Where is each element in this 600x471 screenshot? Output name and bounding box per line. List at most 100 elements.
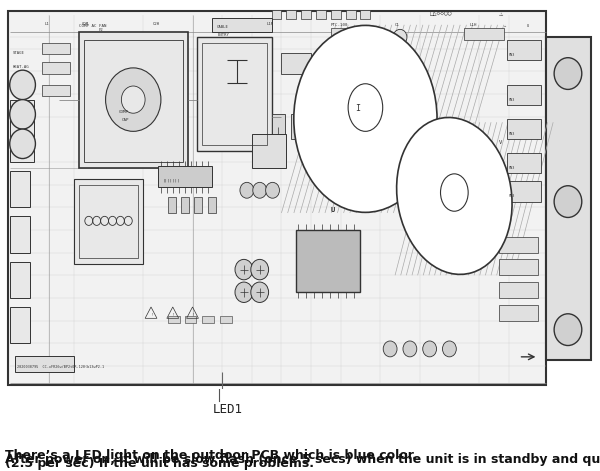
Circle shape bbox=[266, 182, 280, 198]
Bar bbox=[185, 316, 196, 323]
Text: COM: COM bbox=[82, 22, 89, 26]
Bar bbox=[212, 18, 272, 32]
Bar bbox=[43, 43, 70, 54]
Text: I: I bbox=[356, 104, 361, 113]
Bar bbox=[168, 197, 176, 213]
Bar bbox=[507, 85, 541, 106]
Bar bbox=[507, 119, 541, 139]
Circle shape bbox=[10, 100, 35, 129]
Bar bbox=[281, 53, 311, 73]
Circle shape bbox=[423, 341, 437, 357]
Text: F2: F2 bbox=[98, 28, 103, 32]
Bar bbox=[10, 307, 29, 343]
Bar bbox=[507, 153, 541, 173]
Text: COMP: COMP bbox=[118, 110, 128, 114]
Bar bbox=[168, 316, 179, 323]
Circle shape bbox=[393, 29, 407, 45]
Bar bbox=[316, 10, 326, 19]
Bar bbox=[464, 28, 504, 40]
Bar bbox=[546, 37, 590, 360]
Bar bbox=[296, 230, 361, 292]
Text: VN3: VN3 bbox=[509, 194, 515, 198]
Circle shape bbox=[251, 282, 269, 302]
Bar bbox=[158, 166, 212, 187]
Circle shape bbox=[121, 86, 145, 113]
Bar bbox=[79, 32, 188, 168]
Text: U: U bbox=[526, 24, 529, 28]
Circle shape bbox=[403, 341, 417, 357]
Text: CAP: CAP bbox=[121, 118, 129, 122]
Bar bbox=[10, 171, 29, 207]
Ellipse shape bbox=[440, 174, 468, 211]
Text: L1H: L1H bbox=[469, 23, 476, 27]
Bar bbox=[202, 43, 266, 145]
Bar bbox=[208, 197, 216, 213]
Bar bbox=[14, 356, 74, 372]
Circle shape bbox=[240, 182, 254, 198]
Text: V: V bbox=[499, 140, 502, 145]
Ellipse shape bbox=[397, 117, 512, 275]
Bar bbox=[10, 216, 29, 252]
Bar bbox=[331, 28, 380, 37]
Bar bbox=[292, 114, 305, 139]
Bar bbox=[499, 305, 538, 321]
Bar bbox=[272, 10, 281, 19]
Bar bbox=[286, 10, 296, 19]
Circle shape bbox=[442, 341, 457, 357]
Bar bbox=[507, 40, 541, 60]
Circle shape bbox=[10, 70, 35, 100]
Circle shape bbox=[253, 182, 266, 198]
Bar bbox=[361, 10, 370, 19]
Text: VN3: VN3 bbox=[509, 98, 515, 102]
Circle shape bbox=[235, 260, 253, 280]
Circle shape bbox=[554, 314, 582, 346]
Circle shape bbox=[383, 341, 397, 357]
Bar bbox=[507, 181, 541, 202]
Text: VN3: VN3 bbox=[509, 132, 515, 136]
Text: U: U bbox=[331, 207, 335, 213]
Text: !: ! bbox=[191, 313, 194, 317]
Bar bbox=[346, 10, 356, 19]
Text: L1: L1 bbox=[44, 22, 49, 26]
Bar bbox=[311, 114, 325, 139]
Bar bbox=[79, 185, 138, 258]
Circle shape bbox=[106, 68, 161, 131]
Bar bbox=[84, 40, 182, 162]
Ellipse shape bbox=[348, 84, 383, 131]
Text: ENTRY: ENTRY bbox=[217, 33, 229, 37]
Text: PTC-100: PTC-100 bbox=[331, 23, 349, 27]
Text: STAGE: STAGE bbox=[13, 51, 25, 56]
Circle shape bbox=[10, 129, 35, 159]
Circle shape bbox=[235, 282, 253, 302]
Text: C2H: C2H bbox=[153, 22, 160, 26]
Text: After power on, it will be slow flash (once 5 secs) when the unit is in standby : After power on, it will be slow flash (o… bbox=[5, 453, 600, 466]
Text: L1P: L1P bbox=[266, 22, 274, 26]
Bar bbox=[10, 100, 34, 162]
Text: HEAT-AG: HEAT-AG bbox=[13, 65, 29, 69]
Text: |||||||: ||||||| bbox=[163, 179, 181, 182]
Circle shape bbox=[251, 260, 269, 280]
Text: VN3: VN3 bbox=[509, 166, 515, 170]
Text: COMP AC FAN: COMP AC FAN bbox=[79, 24, 106, 28]
Bar bbox=[202, 316, 214, 323]
Bar bbox=[181, 197, 188, 213]
Bar bbox=[331, 10, 341, 19]
Bar bbox=[197, 37, 272, 151]
Bar bbox=[499, 237, 538, 252]
Bar bbox=[43, 85, 70, 96]
Bar bbox=[499, 282, 538, 298]
Bar bbox=[252, 134, 286, 168]
Bar bbox=[301, 10, 311, 19]
Text: !: ! bbox=[150, 313, 152, 317]
Text: ⚠: ⚠ bbox=[504, 24, 506, 28]
Circle shape bbox=[554, 186, 582, 218]
Bar bbox=[10, 262, 29, 298]
Text: 2020030795  CC-xFR26w/BP2t0R-120(b13wP2-1: 2020030795 CC-xFR26w/BP2t0R-120(b13wP2-1 bbox=[17, 365, 104, 369]
Bar bbox=[43, 62, 70, 73]
Circle shape bbox=[554, 57, 582, 89]
Bar bbox=[499, 260, 538, 275]
Text: CABLE: CABLE bbox=[217, 25, 229, 29]
Text: LED1: LED1 bbox=[213, 403, 243, 416]
Text: ⚠: ⚠ bbox=[499, 11, 503, 17]
Text: C1: C1 bbox=[395, 23, 400, 27]
